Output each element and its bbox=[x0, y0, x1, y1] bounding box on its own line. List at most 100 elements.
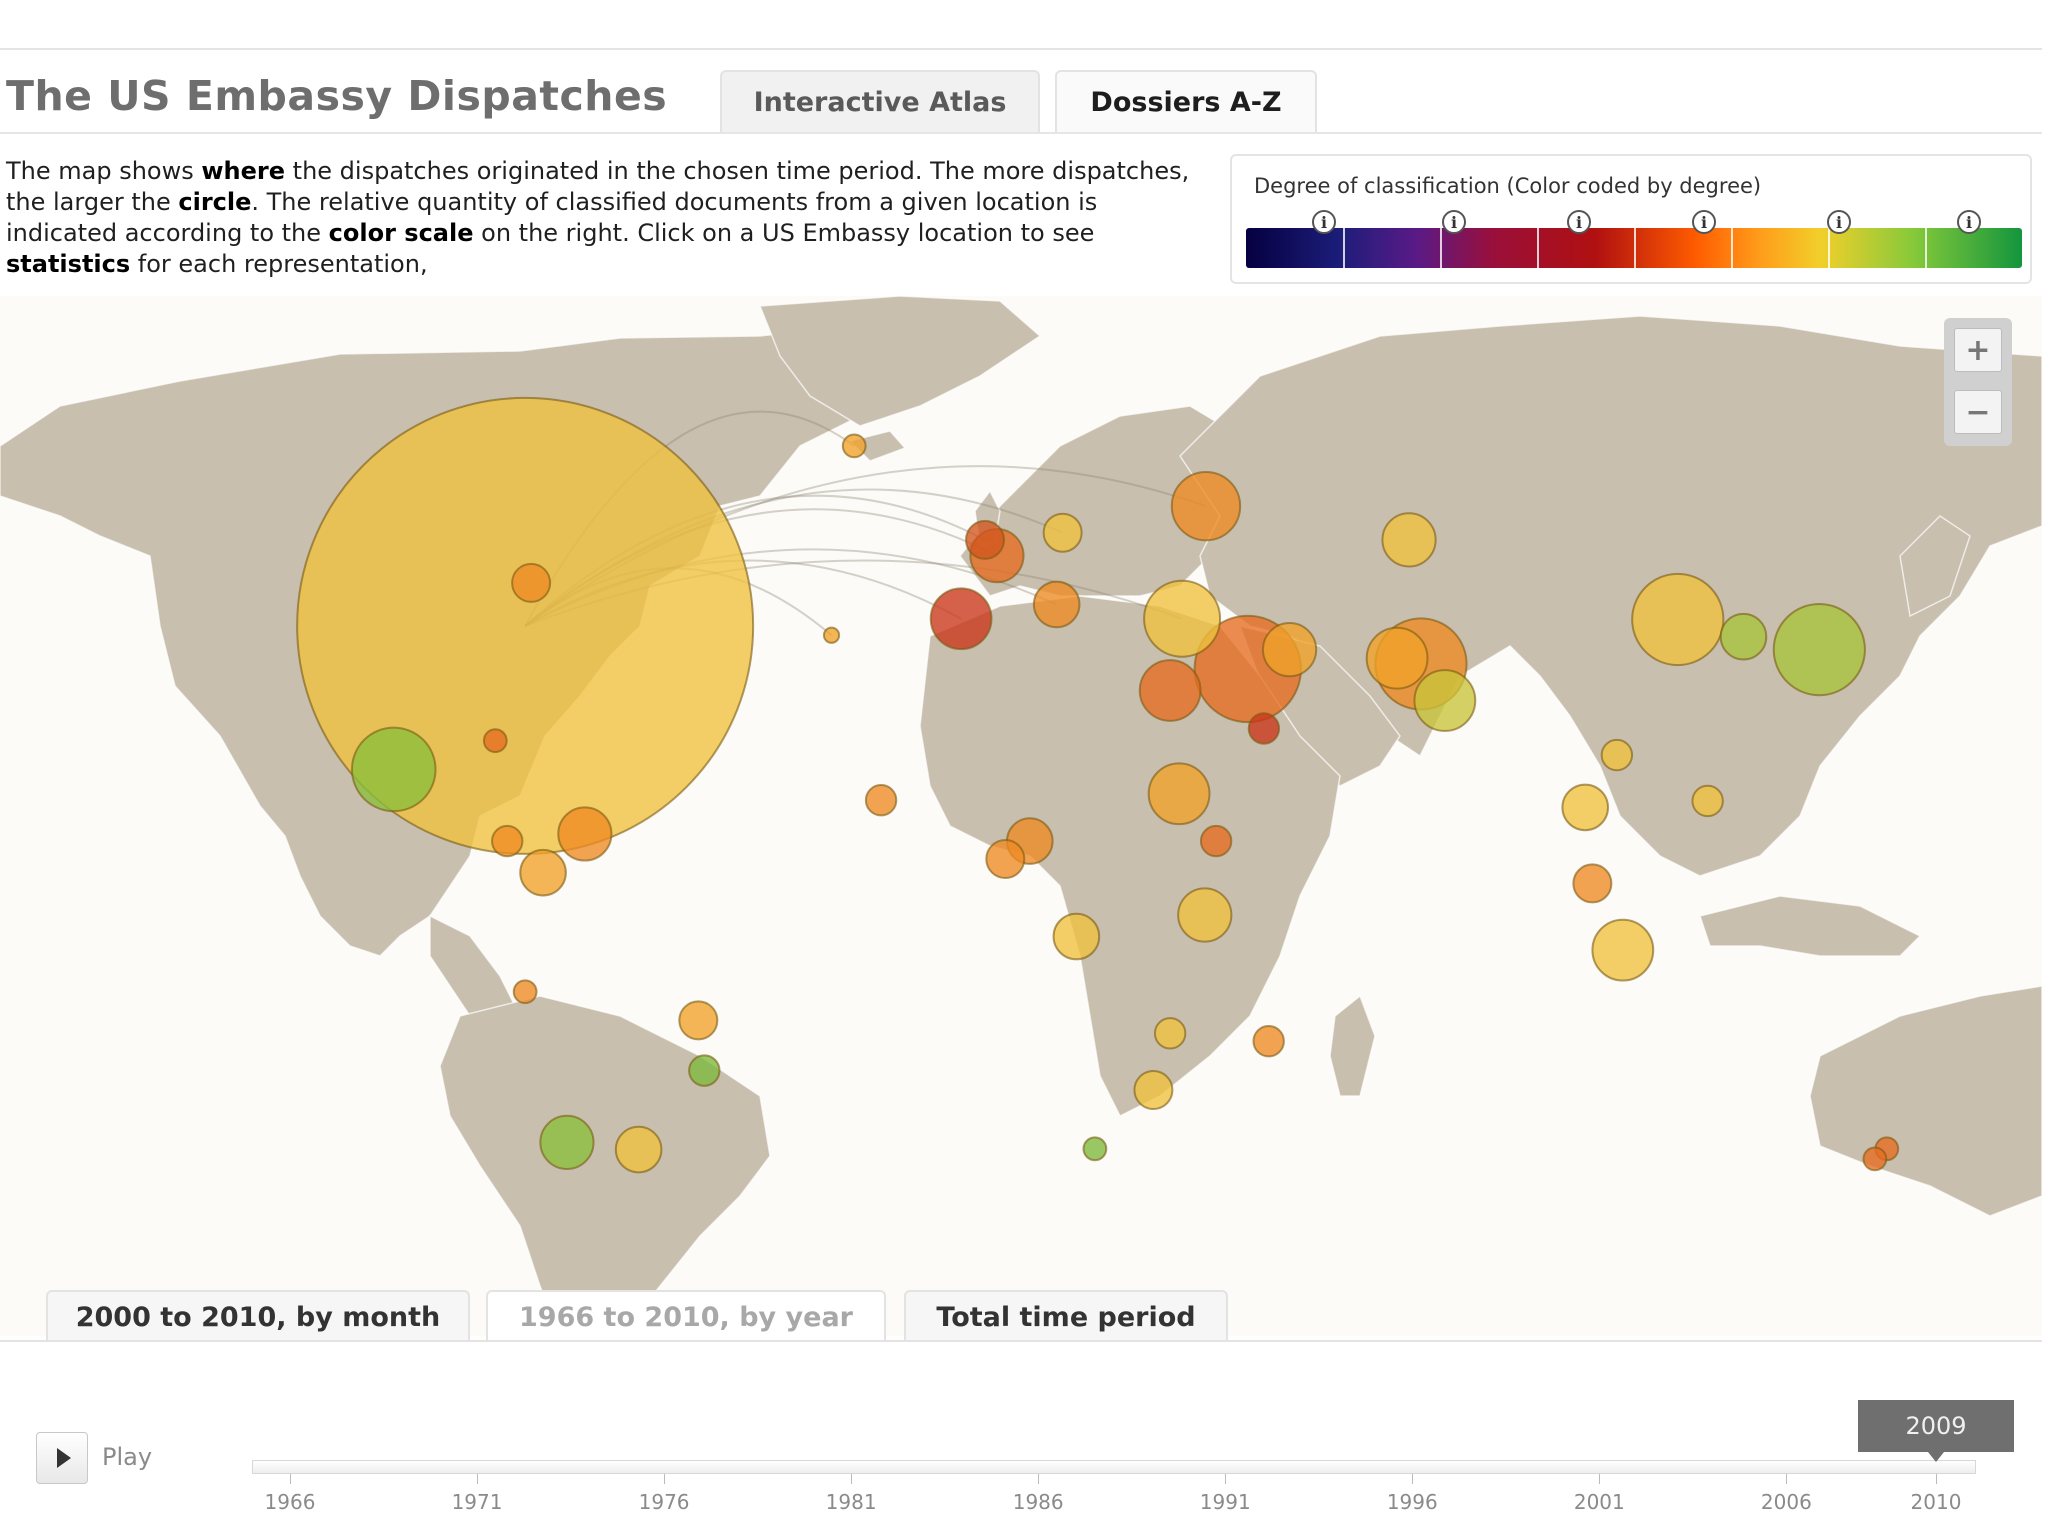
embassy-circle[interactable] bbox=[678, 1000, 719, 1041]
embassy-circle[interactable] bbox=[822, 626, 841, 644]
timeline-tick bbox=[290, 1474, 291, 1484]
embassy-circle[interactable] bbox=[1772, 603, 1866, 697]
embassy-circle[interactable] bbox=[1600, 738, 1634, 772]
timeline-tick bbox=[477, 1474, 479, 1484]
embassy-circle[interactable] bbox=[1572, 863, 1613, 904]
info-icon[interactable]: i bbox=[1567, 210, 1591, 234]
timeline-tick-label: 2001 bbox=[1573, 1490, 1625, 1514]
timeline-tick-label: 2006 bbox=[1760, 1490, 1812, 1514]
embassy-circle[interactable] bbox=[1691, 784, 1724, 818]
embassy-circle[interactable] bbox=[1199, 824, 1233, 858]
intro-part: for each representation, bbox=[130, 250, 428, 278]
timeline-tick bbox=[1786, 1474, 1788, 1484]
timeline-tick-label: 1976 bbox=[638, 1490, 690, 1514]
tab-interactive-atlas[interactable]: Interactive Atlas bbox=[720, 70, 1040, 132]
embassy-circle[interactable] bbox=[1133, 1069, 1174, 1110]
play-icon bbox=[57, 1448, 71, 1468]
header-divider bbox=[0, 132, 2042, 134]
timeline-tick bbox=[1412, 1474, 1414, 1484]
embassy-circle[interactable] bbox=[1365, 626, 1429, 690]
tab-dossiers-a-z[interactable]: Dossiers A-Z bbox=[1055, 70, 1317, 132]
embassy-circle[interactable] bbox=[1177, 887, 1233, 943]
greenland-shape bbox=[758, 296, 1042, 427]
intro-bold-where: where bbox=[201, 157, 286, 185]
timeline-tick-label: 1966 bbox=[264, 1490, 316, 1514]
legend-separator bbox=[1537, 228, 1539, 268]
timeline-slider-track[interactable] bbox=[252, 1460, 1976, 1474]
info-icon[interactable]: i bbox=[1827, 210, 1851, 234]
embassy-circle[interactable] bbox=[1147, 762, 1211, 826]
current-year-handle[interactable]: 2009 bbox=[1858, 1400, 2014, 1462]
tab-total-time-period[interactable]: Total time period bbox=[904, 1290, 1228, 1342]
embassy-circle[interactable] bbox=[539, 1114, 595, 1170]
info-icon[interactable]: i bbox=[1442, 210, 1466, 234]
embassy-circle[interactable] bbox=[1052, 912, 1101, 961]
atlas-frame: The US Embassy Dispatches Interactive At… bbox=[0, 48, 2042, 1520]
embassy-circle[interactable] bbox=[1862, 1146, 1888, 1172]
embassy-circle[interactable] bbox=[1561, 783, 1610, 832]
embassy-circle[interactable] bbox=[1143, 579, 1222, 658]
embassy-circle[interactable] bbox=[985, 839, 1026, 880]
south-america-shape bbox=[439, 995, 771, 1336]
embassy-circle[interactable] bbox=[1247, 712, 1281, 745]
embassy-circle[interactable] bbox=[688, 1054, 721, 1087]
embassy-circle[interactable] bbox=[511, 562, 552, 603]
embassy-circle[interactable] bbox=[965, 519, 1005, 560]
legend-separator bbox=[1828, 228, 1830, 268]
timeline-tick bbox=[1936, 1474, 1937, 1484]
embassy-circle[interactable] bbox=[1591, 918, 1655, 982]
embassy-circle[interactable] bbox=[1381, 512, 1437, 568]
embassy-circle[interactable] bbox=[1153, 1017, 1187, 1050]
timeline-tick bbox=[664, 1474, 666, 1484]
embassy-circle[interactable] bbox=[1631, 572, 1725, 667]
intro-part: on the right. Click on a US Embassy loca… bbox=[473, 219, 1095, 247]
legend-separator bbox=[1925, 228, 1927, 268]
embassy-circle[interactable] bbox=[929, 587, 993, 651]
embassy-circle[interactable] bbox=[841, 433, 867, 459]
intro-bold-color-scale: color scale bbox=[328, 219, 474, 247]
zoom-control: + − bbox=[1944, 318, 2012, 446]
embassy-circle[interactable] bbox=[864, 784, 898, 817]
embassy-circle[interactable] bbox=[1032, 580, 1081, 629]
embassy-circle[interactable] bbox=[1042, 512, 1083, 553]
intro-bold-statistics: statistics bbox=[6, 250, 131, 278]
embassy-circle[interactable] bbox=[1170, 470, 1242, 542]
world-map[interactable] bbox=[0, 296, 2042, 1336]
play-label: Play bbox=[102, 1443, 153, 1471]
info-icon[interactable]: i bbox=[1692, 210, 1716, 234]
intro-part: the dispatches originated in the chosen … bbox=[6, 157, 1190, 216]
timeline-tick-label: 1986 bbox=[1012, 1490, 1064, 1514]
embassy-circle[interactable] bbox=[350, 726, 437, 813]
embassy-circle[interactable] bbox=[1082, 1136, 1108, 1162]
tab-2000-2010-by-month[interactable]: 2000 to 2010, by month bbox=[46, 1290, 470, 1342]
madagascar-shape bbox=[1329, 994, 1376, 1097]
tab-1966-2010-by-year[interactable]: 1966 to 2010, by year bbox=[486, 1290, 886, 1342]
embassy-circle[interactable] bbox=[557, 806, 613, 862]
embassy-circle[interactable] bbox=[1261, 622, 1318, 678]
dispatch-circles[interactable] bbox=[296, 396, 1900, 1174]
timeline-tick-label: 1991 bbox=[1199, 1490, 1251, 1514]
timeline-tick bbox=[1038, 1474, 1040, 1484]
legend-separator bbox=[1440, 228, 1442, 268]
embassy-circle[interactable] bbox=[1719, 612, 1768, 661]
embassy-circle[interactable] bbox=[614, 1125, 663, 1174]
embassy-circle[interactable] bbox=[512, 979, 538, 1005]
timeline-tick-label: 1981 bbox=[825, 1490, 877, 1514]
info-icon[interactable]: i bbox=[1312, 210, 1336, 234]
timeline-tick-label: 1996 bbox=[1386, 1490, 1438, 1514]
embassy-circle[interactable] bbox=[1252, 1025, 1285, 1058]
japan-shape bbox=[1899, 515, 1971, 618]
embassy-circle[interactable] bbox=[1138, 659, 1202, 722]
zoom-out-button[interactable]: − bbox=[1954, 390, 2002, 434]
info-icon[interactable]: i bbox=[1957, 210, 1981, 234]
play-button[interactable] bbox=[36, 1432, 88, 1484]
embassy-circle[interactable] bbox=[491, 824, 524, 858]
legend-title: Degree of classification (Color coded by… bbox=[1254, 174, 1762, 198]
timeline-tick bbox=[851, 1474, 853, 1484]
zoom-in-button[interactable]: + bbox=[1954, 328, 2002, 372]
embassy-circle[interactable] bbox=[482, 728, 508, 754]
timeline-tick-label: 2010 bbox=[1910, 1490, 1962, 1514]
intro-text: The map shows where the dispatches origi… bbox=[6, 156, 1196, 280]
embassy-circle[interactable] bbox=[519, 848, 567, 897]
embassy-circle[interactable] bbox=[1413, 669, 1477, 732]
